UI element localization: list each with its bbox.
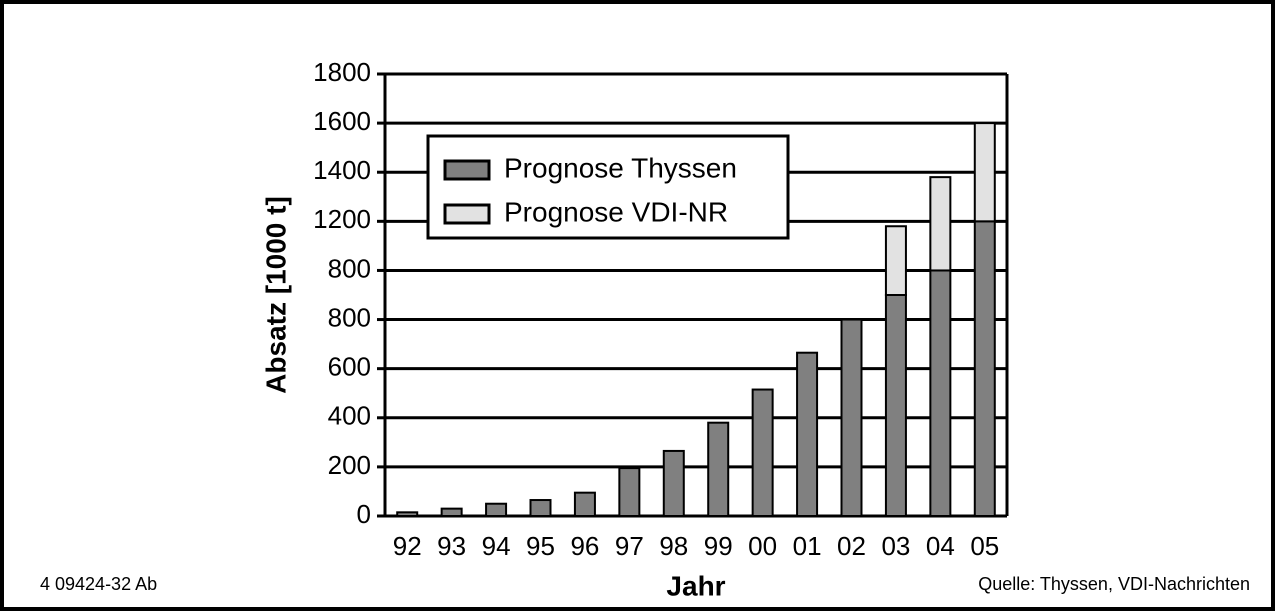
x-tick-label: 01 [793,531,822,561]
y-tick-label: 0 [357,499,371,529]
x-tick-label: 00 [748,531,777,561]
x-tick-label: 97 [615,531,644,561]
legend-swatch [443,159,491,181]
bar-segment [796,351,819,518]
bar-segment [973,122,996,223]
y-tick-label: 400 [328,401,371,431]
x-axis-label: Jahr [666,570,725,601]
bar-segment [840,318,863,517]
x-tick-label: 96 [570,531,599,561]
footnote: 4 09424-32 Ab [40,574,157,594]
y-tick-label: 1200 [313,204,371,234]
source: Quelle: Thyssen, VDI-Nachrichten [978,574,1250,594]
y-axis-label: Absatz [1000 t] [260,196,291,394]
x-tick-label: 94 [482,531,511,561]
x-tick-label: 03 [881,531,910,561]
bar-segment [618,467,641,518]
bar-segment [396,511,419,517]
x-tick-label: 04 [926,531,955,561]
y-tick-label: 1800 [313,57,371,87]
y-tick-label: 800 [328,253,371,283]
x-tick-label: 05 [970,531,999,561]
bar-segment [929,176,952,272]
y-tick-label: 1600 [313,106,371,136]
y-tick-label: 800 [328,302,371,332]
bar-segment [884,294,907,517]
bar-segment [929,269,952,518]
x-tick-label: 93 [437,531,466,561]
bar-segment [973,220,996,517]
y-tick-label: 1400 [313,155,371,185]
bar-segment [751,388,774,517]
legend-label: Prognose VDI-NR [504,196,728,227]
y-tick-label: 200 [328,450,371,480]
bar-segment [440,507,463,517]
bar-segment [707,421,730,518]
y-tick-label: 600 [328,352,371,382]
bar-segment [529,499,552,517]
x-tick-label: 02 [837,531,866,561]
x-tick-label: 92 [393,531,422,561]
x-tick-label: 98 [659,531,688,561]
bar-segment [662,449,685,517]
bar-segment [485,502,508,518]
x-tick-label: 99 [704,531,733,561]
bar-segment [573,491,596,517]
bar-segment [884,225,907,296]
legend-swatch [443,203,491,225]
legend-label: Prognose Thyssen [504,152,737,183]
x-tick-label: 95 [526,531,555,561]
